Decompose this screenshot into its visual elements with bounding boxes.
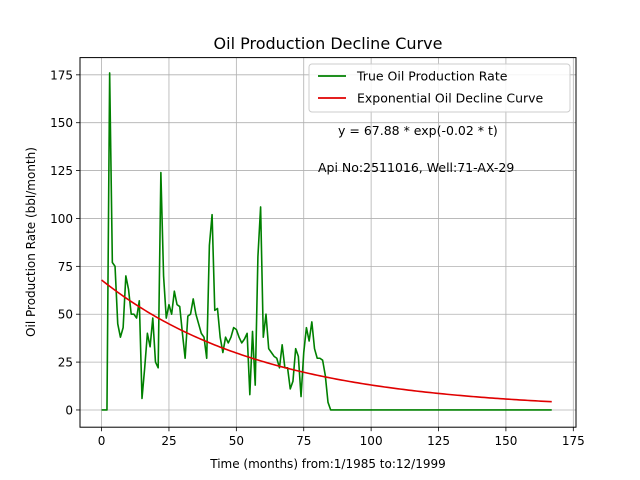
series-line-decline-curve [101,279,552,403]
x-tick-label: 125 [427,434,450,448]
plot-frame [79,57,577,428]
y-tick-label: 50 [58,308,73,322]
series-line-true-rate [101,72,552,411]
y-tick-label: 75 [58,260,73,274]
x-tick-label: 75 [296,434,311,448]
x-tick-label: 100 [360,434,383,448]
y-tick-label: 100 [50,212,73,226]
x-tick-label: 25 [161,434,176,448]
x-tick-label: 50 [229,434,244,448]
legend: True Oil Production Rate Exponential Oil… [308,63,571,113]
legend-label-decline-curve: Exponential Oil Decline Curve [357,91,544,106]
y-axis-label: Oil Production Rate (bbl/month) [24,147,38,337]
x-tick-label: 175 [562,434,585,448]
equation-annotation: y = 67.88 * exp(-0.02 * t) [338,123,498,138]
well-annotation: Api No:2511016, Well:71-AX-29 [318,160,514,175]
series-layer [101,72,552,411]
y-tick-label: 0 [65,403,73,417]
x-axis-label: Time (months) from:1/1985 to:12/1999 [209,457,446,471]
y-tick-label: 25 [58,356,73,370]
grid [80,57,576,428]
chart-title: Oil Production Decline Curve [214,34,443,53]
legend-box [308,63,571,113]
y-tick-label: 125 [50,164,73,178]
x-tick-label: 0 [98,434,106,448]
ticks: 0 25 50 75 100 125 150 175 0 25 50 75 100 125 150 175 [50,68,585,448]
y-tick-label: 150 [50,116,73,130]
y-tick-label: 175 [50,68,73,82]
legend-label-true-rate: True Oil Production Rate [356,69,508,84]
x-tick-label: 150 [494,434,517,448]
